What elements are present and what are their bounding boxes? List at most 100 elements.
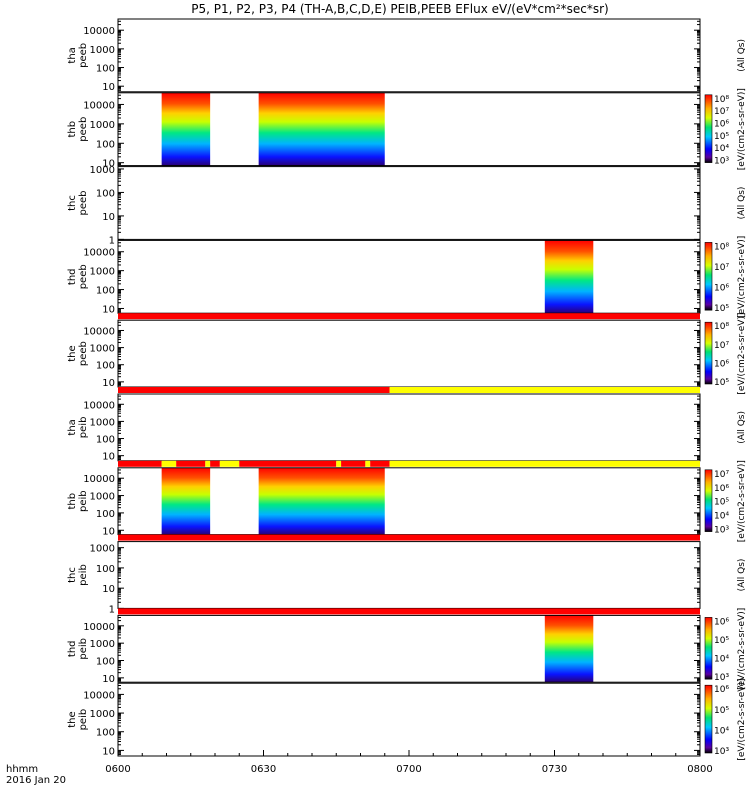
y-tick-label: 1000: [90, 417, 115, 428]
panel-frame: [117, 239, 701, 314]
flag-segment: [341, 460, 366, 467]
y-tick-label: 10: [102, 452, 115, 463]
panel-frame: [117, 92, 701, 167]
flag-segment: [118, 608, 700, 615]
colorbar-tick-label: 10⁵: [714, 304, 729, 314]
x-tick-label: 0600: [105, 764, 130, 775]
side-units-label: [eV/(cm2-s-sr-eV)]: [737, 460, 747, 542]
y-axis-label: thdpeeb: [67, 264, 89, 289]
flag-segment: [118, 534, 700, 541]
y-tick-label: 10: [102, 584, 115, 595]
colorbar-tick-label: 10³: [714, 747, 729, 757]
flag-segment: [239, 460, 337, 467]
spectrogram-block: [161, 467, 211, 535]
x-axis-ticks: 0600 0630 0700 0730 0800: [105, 750, 713, 775]
y-tick-label: 10000: [83, 474, 115, 485]
panel-thd-peib: 10000 1000 100 10 thdpeib 10⁶ 10⁵ 10⁴ 10³ [eV/(cm…: [67, 608, 747, 690]
flag-segment: [118, 387, 390, 393]
side-units-label: [eV/(cm2-s-sr-eV)]: [737, 608, 747, 690]
y-tick-label: 100: [96, 286, 115, 297]
y-tick-label: 10000: [83, 100, 115, 111]
panel-frame: [117, 614, 701, 683]
y-axis-label: thbpeeb: [67, 117, 89, 142]
panel-frame: [117, 393, 701, 462]
y-axis-label: thapeib: [67, 417, 89, 439]
colorbar-tick-label: 10⁴: [714, 655, 729, 665]
side-units-label: (All Qs): [737, 187, 747, 220]
y-tick-label: 100: [96, 188, 115, 199]
panel-frame: [117, 166, 701, 240]
colorbar-tick-label: 10⁷: [714, 341, 729, 351]
spectrogram-block: [161, 92, 211, 166]
y-axis-label: thapeeb: [67, 43, 89, 68]
y-tick-label: 10000: [83, 248, 115, 259]
flag-segment: [205, 460, 211, 467]
y-tick-label: 1: [109, 235, 115, 246]
y-tick-label: 10: [102, 526, 115, 537]
y-tick-label: 10: [102, 304, 115, 315]
y-axis-label: thbpeib: [67, 490, 89, 512]
y-tick-label: 1: [109, 604, 115, 615]
colorbar-tick-label: 10⁶: [714, 284, 729, 294]
colorbar: [704, 684, 713, 754]
panel-the-peeb: 10000 1000 100 10 thepeeb 10⁸ 10⁷ 10⁶ 10⁵ [eV/(cm…: [67, 313, 747, 395]
colorbar-tick-label: 10⁴: [714, 144, 729, 154]
panel-thd-peeb: 10000 1000 100 10 thdpeeb 10⁸ 10⁷ 10⁶ 10⁵ [eV/(cm…: [67, 236, 747, 318]
y-tick-label: 1000: [90, 267, 115, 278]
y-tick-label: 1000: [90, 709, 115, 720]
panel-frame: [117, 682, 701, 757]
colorbar: [704, 321, 713, 385]
colorbar-tick-label: 10³: [714, 673, 729, 683]
spectrogram-block: [258, 92, 385, 166]
colorbar-tick-label: 10³: [714, 157, 729, 167]
panel-thc-peib: 1000 100 10 1 thcpeib (All Qs): [67, 534, 747, 615]
y-tick-label: 1000: [90, 544, 115, 555]
y-tick-label: 100: [96, 361, 115, 372]
x-axis-label-top: hhmm: [6, 764, 38, 775]
y-tick-label: 100: [96, 509, 115, 520]
panel-frame: [117, 319, 701, 388]
colorbar-tick-label: 10⁶: [714, 359, 729, 369]
colorbar-tick-label: 10⁸: [714, 242, 729, 252]
colorbar-tick-label: 10⁷: [714, 470, 729, 480]
panel-the-peib: 10000 1000 100 10 thepeib 10⁶ 10⁵ 10⁴ 10³ [eV/(cm…: [67, 679, 747, 761]
panel-tha-peeb: 10000 1000 100 10 thapeeb (All Qs): [67, 18, 747, 93]
y-tick-label: 100: [96, 435, 115, 446]
panel-thb-peib: 10000 1000 100 10 thbpeib 10⁷ 10⁶ 10⁵ 10⁴ 10³ [eV/…: [67, 460, 747, 542]
flag-segment: [118, 313, 700, 320]
flag-segment: [118, 460, 162, 467]
colorbar-tick-label: 10³: [714, 526, 729, 536]
flag-segment: [161, 460, 177, 467]
y-tick-label: 10000: [83, 26, 115, 37]
y-axis-label: thepeib: [67, 709, 89, 731]
y-tick-label: 10000: [83, 690, 115, 701]
y-tick-label: 1000: [90, 639, 115, 650]
spectrogram-block: [544, 615, 594, 683]
colorbar-tick-label: 10⁵: [714, 378, 729, 388]
y-tick-label: 1000: [90, 344, 115, 355]
y-tick-label: 10: [102, 674, 115, 685]
y-tick-label: 10000: [83, 326, 115, 337]
flag-segment: [219, 460, 240, 467]
panel-thb-peeb: 10000 1000 100 10 thbpeeb 10⁸ 10⁷ 10⁶ 10⁵ 10⁴ 10³ […: [67, 88, 747, 170]
y-tick-label: 100: [96, 564, 115, 575]
colorbar-tick-label: 10⁸: [714, 322, 729, 332]
y-axis-label: thcpeib: [67, 564, 89, 586]
side-units-label: [eV/(cm2-s-sr-eV)]: [737, 313, 747, 395]
colorbar-tick-label: 10⁴: [714, 726, 729, 736]
y-tick-label: 1000: [90, 45, 115, 56]
y-tick-label: 10: [102, 378, 115, 389]
colorbar-tick-label: 10⁴: [714, 512, 729, 522]
flag-segment: [336, 460, 342, 467]
flag-segment: [210, 460, 220, 467]
side-units-label: (All Qs): [737, 411, 747, 444]
flag-segment: [389, 387, 700, 393]
y-tick-label: 10: [102, 159, 115, 170]
panel-tha-peib: 10000 1000 100 10 thapeib (All Qs): [67, 387, 747, 463]
y-tick-label: 100: [96, 728, 115, 739]
y-tick-label: 1000: [90, 120, 115, 131]
side-units-label: (All Qs): [737, 559, 747, 592]
colorbar-tick-label: 10⁶: [714, 685, 729, 695]
side-units-label: [eV/(cm2-s-sr-eV)]: [737, 88, 747, 170]
